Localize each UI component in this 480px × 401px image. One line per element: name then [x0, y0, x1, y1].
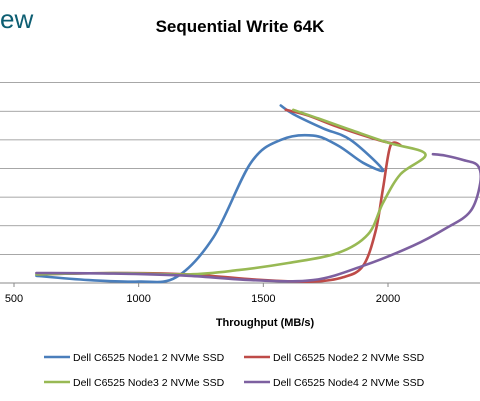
x-tick-labels: 500 1000 1500 2000 [5, 293, 400, 305]
series-line-node4 [35, 152, 480, 283]
x-tick-label: 2000 [376, 293, 400, 305]
x-tick-label: 1500 [251, 293, 275, 305]
series-line-node1 [35, 104, 385, 284]
legend-label: Dell C6525 Node4 2 NVMe SSD [273, 377, 425, 389]
chart-title: Sequential Write 64K [156, 17, 326, 36]
legend-label: Dell C6525 Node3 2 NVMe SSD [73, 377, 225, 389]
legend-label: Dell C6525 Node2 2 NVMe SSD [273, 352, 425, 364]
series-line-node3 [35, 108, 427, 276]
legend-label: Dell C6525 Node1 2 NVMe SSD [73, 352, 225, 364]
axes [0, 282, 480, 287]
x-axis-label: Throughput (MB/s) [216, 317, 315, 329]
series-lines [35, 104, 480, 284]
legend: Dell C6525 Node1 2 NVMe SSD Dell C6525 No… [44, 352, 425, 389]
gridlines [0, 82, 480, 255]
x-tick-label: 500 [5, 293, 23, 305]
brand-text-fragment: ew [0, 4, 34, 34]
x-tick-label: 1000 [126, 293, 150, 305]
series-line-node2 [37, 108, 403, 284]
